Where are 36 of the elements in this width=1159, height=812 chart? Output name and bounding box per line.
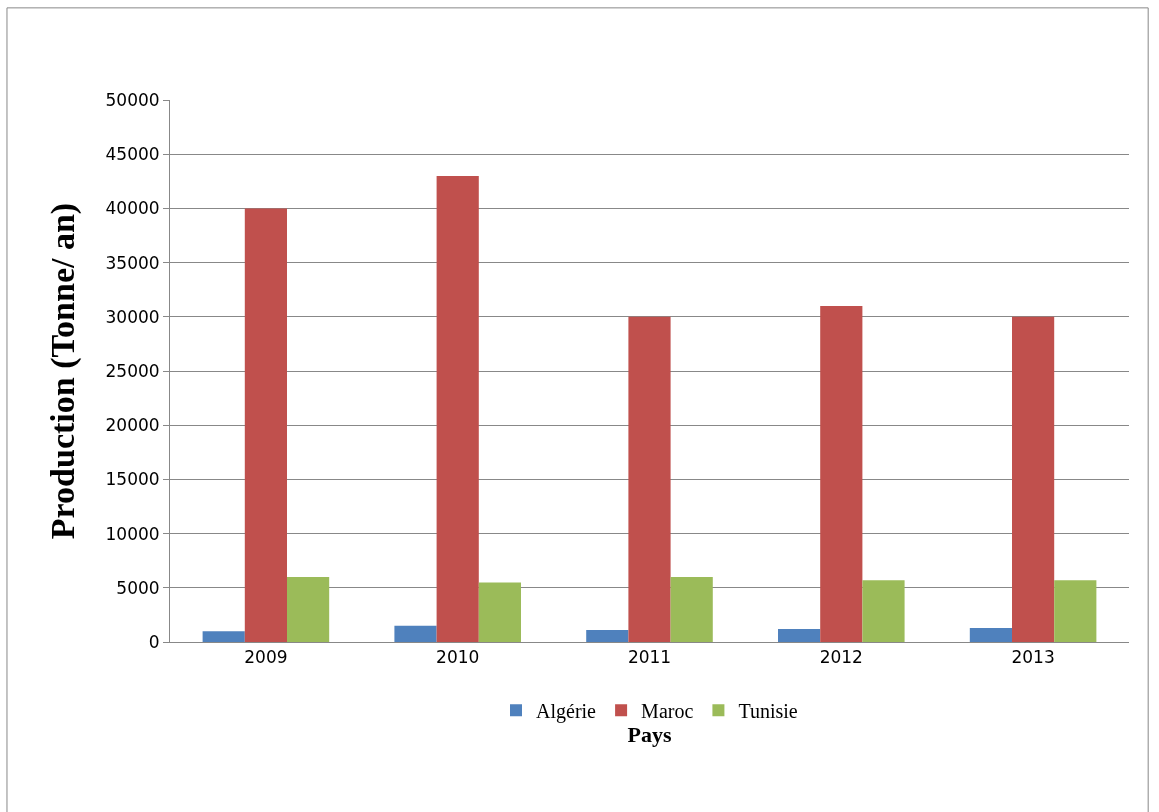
x-tick-label: 2010 xyxy=(436,647,480,668)
y-tick-label: 35000 xyxy=(105,252,160,273)
legend-label: Algérie xyxy=(536,700,597,724)
bar xyxy=(670,576,713,642)
y-tick-label: 25000 xyxy=(105,360,160,381)
x-tick-label: 2011 xyxy=(627,647,672,668)
bar xyxy=(478,582,521,642)
bar xyxy=(244,208,287,642)
bar xyxy=(287,576,330,642)
y-tick-label: 45000 xyxy=(105,144,160,165)
bar xyxy=(628,316,671,642)
x-tick-label: 2009 xyxy=(244,647,288,668)
y-tick-label: 20000 xyxy=(105,415,160,436)
y-tick-label: 40000 xyxy=(105,198,160,219)
x-tick-label: 2013 xyxy=(1011,647,1055,668)
legend-label: Tunisie xyxy=(738,700,798,723)
y-tick-label: 30000 xyxy=(105,306,160,327)
x-axis-title: Pays xyxy=(627,722,672,748)
y-axis-title: Production (Tonne/ an) xyxy=(44,202,83,540)
y-tick-label: 50000 xyxy=(105,89,160,110)
legend-label: Maroc xyxy=(641,700,694,723)
bar xyxy=(862,580,905,642)
x-tick-label: 2012 xyxy=(819,647,863,668)
bar xyxy=(586,630,629,642)
bar xyxy=(436,175,479,642)
bar xyxy=(1012,316,1055,642)
bar xyxy=(1054,580,1097,642)
bar xyxy=(778,628,821,642)
bar xyxy=(394,625,437,642)
y-tick-label: 15000 xyxy=(105,469,160,490)
y-tick-label: 0 xyxy=(148,631,160,652)
bar xyxy=(969,627,1012,642)
bar xyxy=(202,631,245,642)
y-tick-label: 10000 xyxy=(105,523,160,544)
bar xyxy=(820,305,863,642)
y-tick-label: 5000 xyxy=(116,577,160,598)
